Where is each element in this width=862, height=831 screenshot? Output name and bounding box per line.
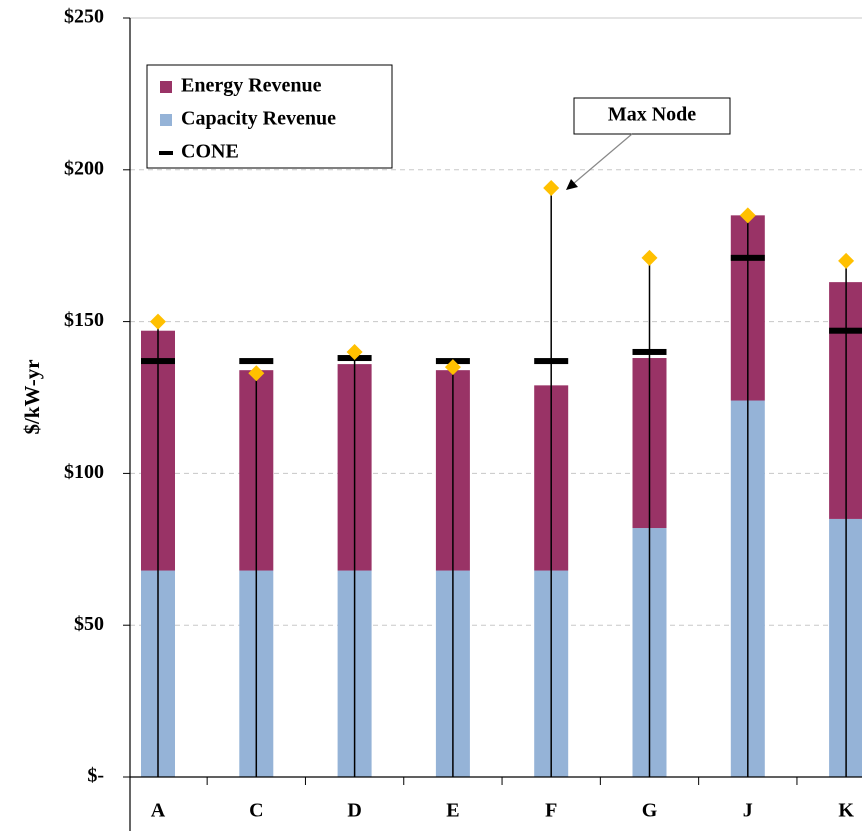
x-tick-label: K [838, 800, 854, 822]
legend-box [146, 64, 393, 169]
y-tick-label: $200 [64, 157, 104, 179]
max-node-marker [838, 252, 855, 269]
plot-area [130, 17, 862, 777]
legend-label: Capacity Revenue [181, 108, 336, 130]
cone-marker [730, 254, 765, 261]
legend-swatch [159, 151, 173, 155]
x-tick-label: J [743, 800, 753, 822]
x-tick-label: G [642, 800, 658, 822]
max-node-marker [248, 365, 265, 382]
annotation-text: Max Node [608, 104, 696, 126]
x-tick-label: E [446, 800, 459, 822]
y-tick-label: $250 [64, 6, 104, 28]
max-node-marker [444, 359, 461, 376]
cone-marker [534, 358, 569, 365]
y-tick-label: $150 [64, 309, 104, 331]
y-axis-label: $/kW-yr [20, 359, 44, 434]
max-node-marker [641, 249, 658, 266]
legend-swatch [160, 81, 172, 93]
y-tick-label: $50 [74, 613, 104, 635]
cone-marker [829, 327, 862, 334]
x-tick-label: D [347, 800, 361, 822]
cone-marker [239, 358, 274, 365]
cone-marker [632, 348, 667, 355]
max-node-marker [739, 207, 756, 224]
cone-marker [141, 358, 175, 365]
x-tick-label: A [151, 800, 166, 822]
y-tick-label: $- [87, 765, 104, 787]
legend-label: CONE [181, 141, 239, 163]
annotation-box [573, 97, 731, 135]
max-node-marker [543, 180, 560, 197]
annotation-arrow [572, 133, 633, 185]
max-node-marker [346, 343, 363, 360]
x-tick-label: C [249, 800, 263, 822]
annotation-arrowhead [566, 179, 578, 190]
max-node-marker [150, 313, 166, 330]
legend-label: Energy Revenue [181, 75, 322, 97]
legend-swatch [160, 114, 172, 126]
y-tick-label: $100 [64, 461, 104, 483]
x-tick-label: F [545, 800, 557, 822]
